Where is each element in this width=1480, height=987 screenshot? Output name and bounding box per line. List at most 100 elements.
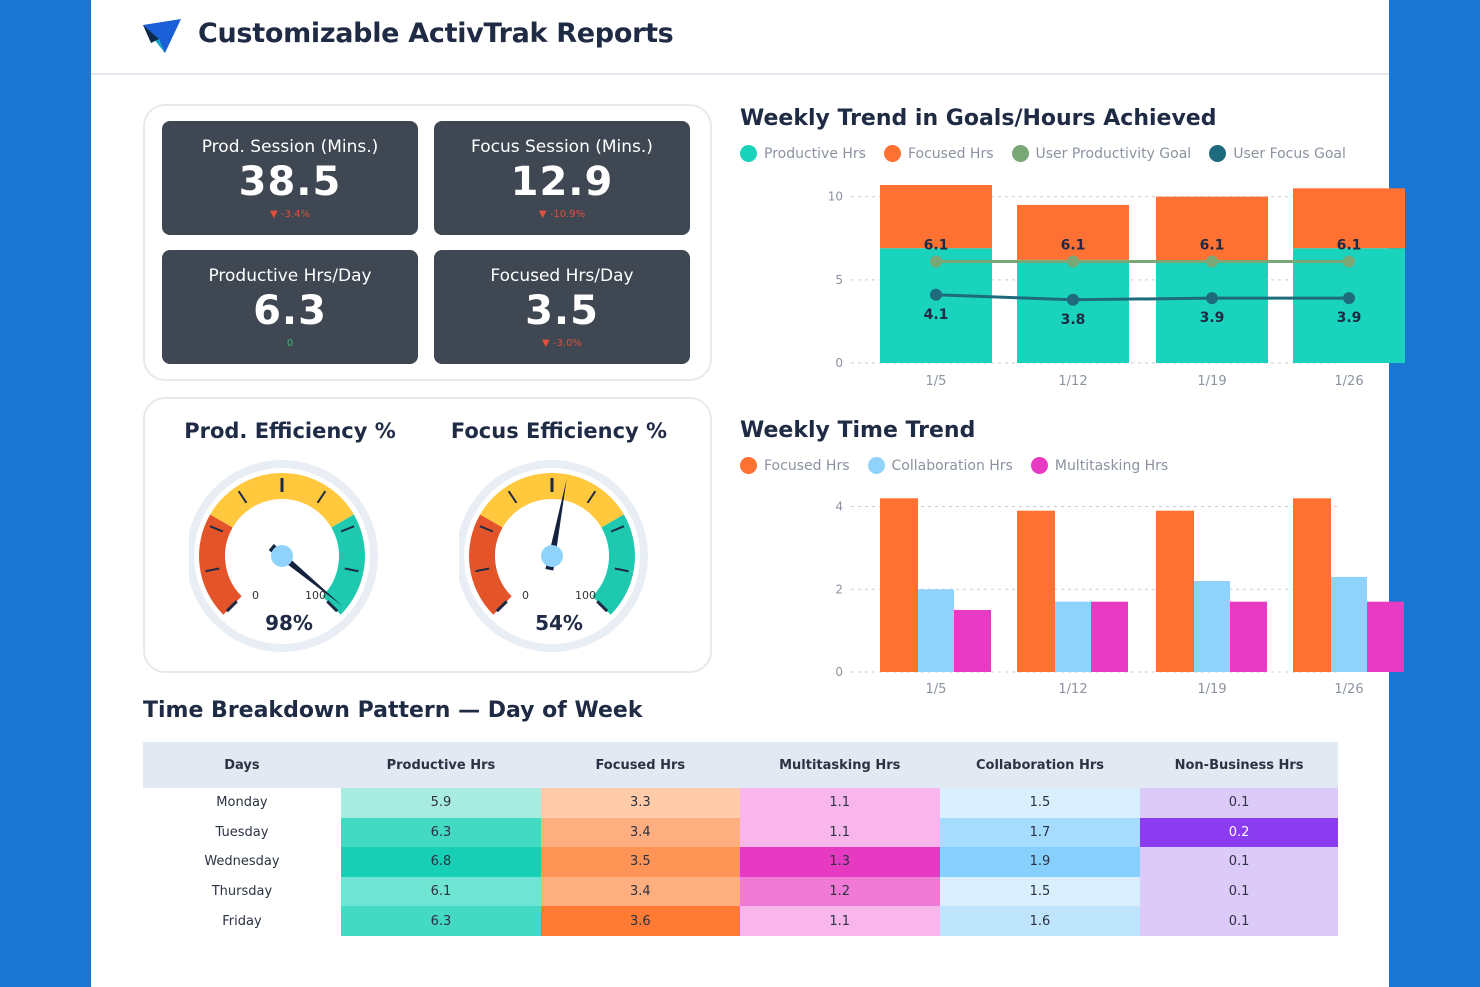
- legend-swatch: [1030, 457, 1048, 474]
- column-header: Focused Hrs: [540, 742, 740, 788]
- data-label: 3.8: [1061, 312, 1086, 328]
- bar-collaboration: [918, 589, 954, 672]
- y-tick-label: 10: [828, 190, 843, 204]
- bar-multitasking: [954, 609, 991, 672]
- time-breakdown-table: Days Productive Hrs Focused Hrs Multitas…: [143, 742, 1338, 936]
- bar-multitasking: [1091, 601, 1128, 672]
- gauge-tick: [596, 600, 609, 613]
- y-tick-label: 0: [835, 356, 843, 370]
- bar-focused: [1293, 498, 1331, 672]
- kpi-change: ▼ -3.4%: [270, 209, 310, 220]
- value-cell: 0.2: [1140, 817, 1338, 848]
- value-cell: 0.1: [1140, 788, 1338, 818]
- value-cell: 3.6: [540, 906, 740, 936]
- legend-item: Collaboration Hrs: [867, 457, 1013, 474]
- bar-multitasking: [1367, 601, 1404, 672]
- focus-efficiency-gauge: [459, 460, 648, 652]
- chart-legend: Productive Hrs Focused Hrs User Producti…: [740, 145, 1364, 162]
- legend-swatch: [867, 457, 885, 474]
- data-label: 3.9: [1337, 310, 1362, 326]
- column-header: Days: [143, 742, 341, 788]
- table-row: Thursday 6.1 3.4 1.2 1.5 0.1: [143, 876, 1338, 907]
- weekly-goals-chart: 0 5 10 1/5 1/12 1/19 1/26 6.1 6.1 6.1 6.1 4.1 3.8 3.9…: [828, 184, 1405, 389]
- gauge-tick: [495, 600, 508, 613]
- y-tick-label: 4: [835, 500, 843, 514]
- column-header: Productive Hrs: [340, 742, 541, 788]
- kpi-label: Focused Hrs/Day: [490, 266, 634, 286]
- gauge-tick: [507, 490, 518, 504]
- data-label: 6.1: [924, 238, 949, 254]
- value-cell: 6.8: [340, 847, 541, 877]
- goal-point: [1206, 292, 1218, 305]
- column-header: Non-Business Hrs: [1140, 742, 1338, 788]
- kpi-change: ▼ -10.9%: [538, 209, 586, 220]
- day-cell: Monday: [143, 788, 341, 818]
- column-header: Collaboration Hrs: [939, 742, 1141, 788]
- goal-point: [930, 288, 942, 301]
- value-cell: 1.3: [739, 847, 940, 877]
- y-tick-label: 5: [835, 273, 843, 287]
- value-cell: 3.5: [540, 847, 740, 877]
- legend-label: Multitasking Hrs: [1054, 457, 1169, 474]
- gauge-tick: [237, 490, 248, 504]
- prod-efficiency-gauge: [189, 460, 378, 652]
- value-cell: 3.3: [540, 788, 740, 818]
- value-cell: 1.7: [939, 817, 1141, 848]
- table-row: Monday 5.9 3.3 1.1 1.5 0.1: [143, 788, 1338, 818]
- x-tick-label: 1/12: [1058, 374, 1087, 389]
- gauge-max-label: 100: [575, 589, 596, 602]
- bar-collaboration: [1331, 576, 1367, 672]
- kpi-value: 38.5: [238, 159, 342, 205]
- value-cell: 1.2: [739, 876, 940, 907]
- report-sheet: Customizable ActivTrak Reports Prod. Ses…: [91, 0, 1405, 987]
- gauge-value: 54%: [535, 611, 583, 635]
- bar-collaboration: [1055, 601, 1091, 672]
- x-tick-label: 1/19: [1197, 682, 1226, 697]
- kpi-card: Prod. Session (Mins.) 38.5 ▼ -3.4%: [162, 121, 418, 235]
- chart-legend: Focused Hrs Collaboration Hrs Multitaski…: [740, 457, 1186, 474]
- kpi-label: Productive Hrs/Day: [208, 266, 372, 286]
- value-cell: 6.3: [340, 906, 541, 936]
- gauge-tick: [316, 490, 327, 504]
- day-cell: Tuesday: [143, 817, 341, 848]
- gauge-band: [469, 514, 513, 615]
- kpi-value: 12.9: [510, 159, 614, 205]
- day-cell: Friday: [143, 906, 341, 936]
- legend-swatch: [883, 145, 901, 162]
- kpi-change: ▼ -3.0%: [542, 338, 582, 349]
- kpi-value: 3.5: [525, 288, 599, 334]
- kpi-value: 6.3: [253, 288, 327, 334]
- x-tick-label: 1/19: [1197, 374, 1226, 389]
- activtrak-logo-icon: [143, 19, 181, 53]
- bar-focused: [1156, 510, 1194, 672]
- legend-swatch: [1011, 145, 1029, 162]
- legend-item: Multitasking Hrs: [1030, 457, 1169, 474]
- goal-point: [930, 255, 942, 268]
- kpi-card: Focus Session (Mins.) 12.9 ▼ -10.9%: [434, 121, 690, 235]
- data-label: 6.1: [1337, 238, 1362, 254]
- legend-item: Productive Hrs: [740, 145, 866, 162]
- legend-item: Focused Hrs: [740, 457, 850, 474]
- gauge-title: Focus Efficiency %: [450, 419, 668, 443]
- legend-label: User Productivity Goal: [1035, 145, 1192, 162]
- day-cell: Thursday: [143, 876, 341, 907]
- gauge-band: [199, 514, 243, 615]
- bar-collaboration: [1194, 581, 1230, 672]
- table-row: Wednesday 6.8 3.5 1.3 1.9 0.1: [143, 847, 1338, 877]
- chart-title: Weekly Trend in Goals/Hours Achieved: [740, 106, 1217, 131]
- gauge-band: [591, 514, 635, 615]
- kpi-label: Prod. Session (Mins.): [201, 137, 379, 157]
- value-cell: 1.6: [939, 906, 1141, 936]
- legend-item: User Focus Goal: [1209, 145, 1346, 162]
- legend-item: User Productivity Goal: [1011, 145, 1192, 162]
- page-title: Customizable ActivTrak Reports: [198, 18, 674, 49]
- table-row: Friday 6.3 3.6 1.1 1.6 0.1: [143, 906, 1338, 936]
- legend-item: Focused Hrs: [883, 145, 994, 162]
- legend-label: Focused Hrs: [907, 145, 994, 162]
- y-tick-label: 2: [835, 582, 843, 596]
- legend-swatch: [740, 145, 757, 162]
- value-cell: 1.5: [939, 788, 1141, 818]
- kpi-card: Productive Hrs/Day 6.3 0: [162, 250, 418, 364]
- data-label: 4.1: [924, 307, 949, 323]
- bar-productive: [1017, 259, 1129, 363]
